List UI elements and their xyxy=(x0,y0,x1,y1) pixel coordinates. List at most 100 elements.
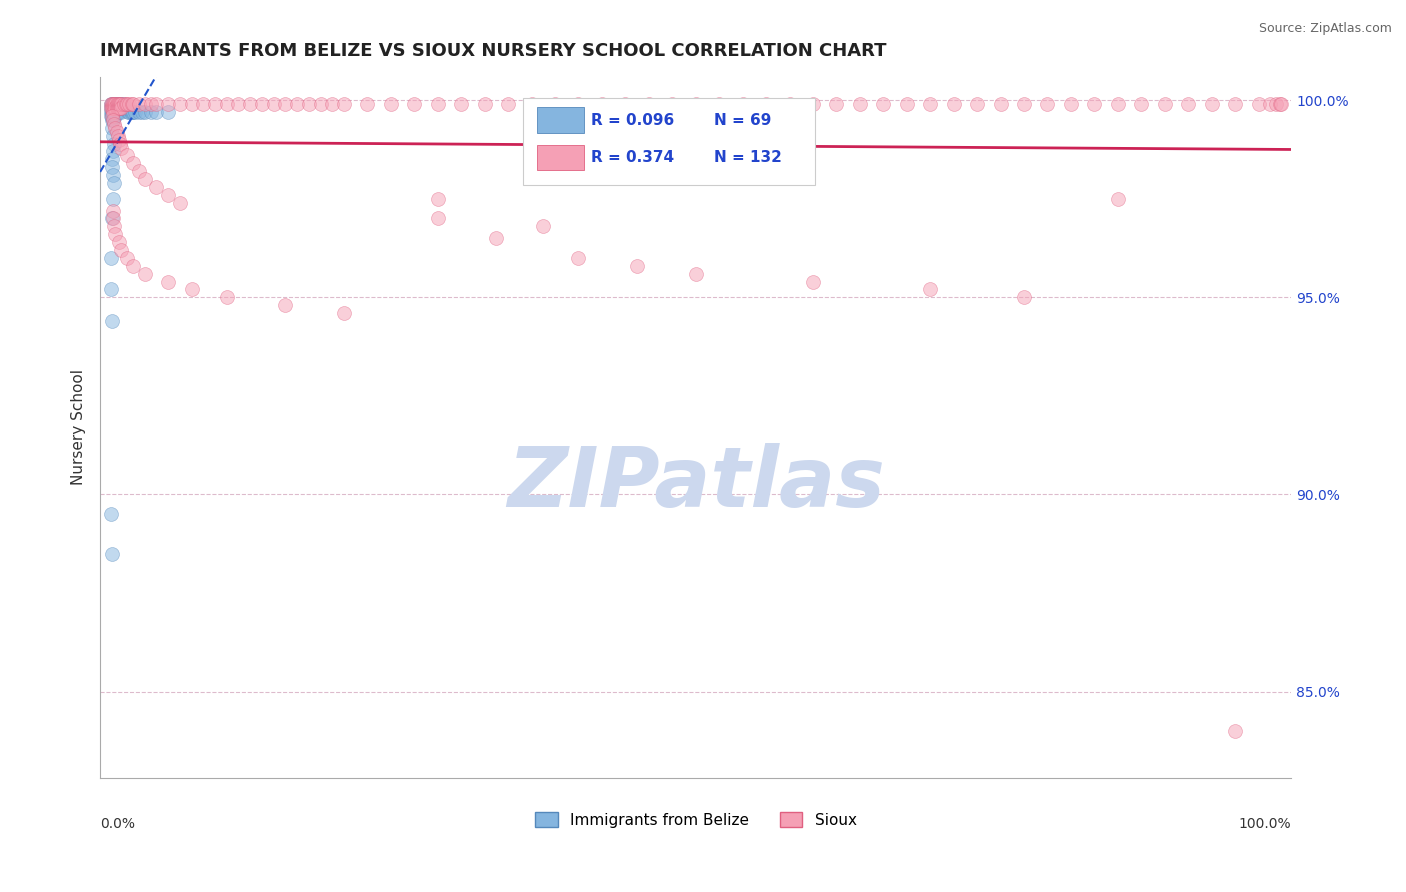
Point xyxy=(122,156,145,170)
Point xyxy=(157,105,180,120)
Point xyxy=(1130,97,1153,112)
Point xyxy=(104,97,127,112)
Text: Source: ZipAtlas.com: Source: ZipAtlas.com xyxy=(1258,22,1392,36)
Point xyxy=(169,195,191,210)
Point xyxy=(531,219,554,234)
Point xyxy=(103,97,125,112)
Point xyxy=(110,243,132,257)
Point xyxy=(145,105,167,120)
Text: ZIPatlas: ZIPatlas xyxy=(506,443,884,524)
Point xyxy=(103,97,125,112)
Point xyxy=(239,97,262,112)
Point xyxy=(122,97,145,112)
Point xyxy=(128,97,150,112)
Text: 0.0%: 0.0% xyxy=(100,817,135,830)
Point xyxy=(591,97,613,112)
Point xyxy=(101,153,124,167)
Point xyxy=(1153,97,1175,112)
Point xyxy=(685,97,707,112)
Point xyxy=(108,97,131,112)
Point xyxy=(108,97,131,112)
Point xyxy=(849,97,872,112)
Point xyxy=(101,101,124,115)
Point xyxy=(110,101,132,115)
Point xyxy=(1012,97,1035,112)
Point xyxy=(112,101,135,115)
Point xyxy=(103,101,125,115)
Point xyxy=(101,145,124,159)
Point xyxy=(100,105,122,120)
Point xyxy=(100,251,122,265)
Point xyxy=(118,97,141,112)
Point xyxy=(100,507,122,521)
Point xyxy=(110,101,132,115)
Point xyxy=(1247,97,1270,112)
Point xyxy=(115,101,138,115)
Point xyxy=(101,211,124,226)
Point xyxy=(1107,192,1129,206)
Point xyxy=(1201,97,1223,112)
Point xyxy=(108,133,131,147)
Point xyxy=(263,97,285,112)
Point xyxy=(180,282,202,296)
Point xyxy=(896,97,918,112)
Point xyxy=(731,97,754,112)
Point xyxy=(101,109,124,123)
Point xyxy=(101,101,124,115)
Point xyxy=(115,148,138,162)
Point xyxy=(105,101,128,115)
Point xyxy=(966,97,988,112)
Point xyxy=(131,105,153,120)
Point xyxy=(404,97,426,112)
Point xyxy=(274,298,297,312)
Point xyxy=(101,128,124,143)
Point xyxy=(134,105,156,120)
Point xyxy=(110,140,132,154)
Text: N = 69: N = 69 xyxy=(714,112,770,128)
Point xyxy=(101,109,124,123)
Point xyxy=(101,161,124,175)
Point xyxy=(105,125,128,139)
Point xyxy=(637,97,659,112)
Point xyxy=(103,105,125,120)
Point xyxy=(103,117,125,131)
Point xyxy=(274,97,297,112)
Point xyxy=(112,97,135,112)
Point xyxy=(111,101,134,115)
Point xyxy=(1223,97,1246,112)
Point xyxy=(567,251,589,265)
Point xyxy=(103,101,125,115)
Point xyxy=(990,97,1012,112)
Point xyxy=(1177,97,1199,112)
Point xyxy=(920,282,942,296)
Point xyxy=(108,101,131,115)
Point xyxy=(128,105,150,120)
Text: N = 132: N = 132 xyxy=(714,150,782,165)
Point xyxy=(101,211,124,226)
Point xyxy=(104,97,127,112)
Point xyxy=(104,101,127,115)
Point xyxy=(107,97,129,112)
Point xyxy=(1083,97,1105,112)
Point xyxy=(450,97,472,112)
Legend: Immigrants from Belize, Sioux: Immigrants from Belize, Sioux xyxy=(529,805,863,834)
Point xyxy=(426,211,449,226)
Point xyxy=(100,101,122,115)
Point xyxy=(121,97,143,112)
Point xyxy=(180,97,202,112)
Point xyxy=(356,97,378,112)
Point xyxy=(124,105,146,120)
Point xyxy=(101,101,124,115)
FancyBboxPatch shape xyxy=(523,97,815,186)
Point xyxy=(485,231,508,245)
Point xyxy=(100,97,122,112)
Point xyxy=(101,105,124,120)
Point xyxy=(104,105,127,120)
Point xyxy=(115,251,138,265)
Point xyxy=(105,101,128,115)
Point xyxy=(1258,97,1281,112)
Point xyxy=(157,97,180,112)
Point xyxy=(101,192,124,206)
Point xyxy=(333,97,356,112)
Point xyxy=(520,97,543,112)
